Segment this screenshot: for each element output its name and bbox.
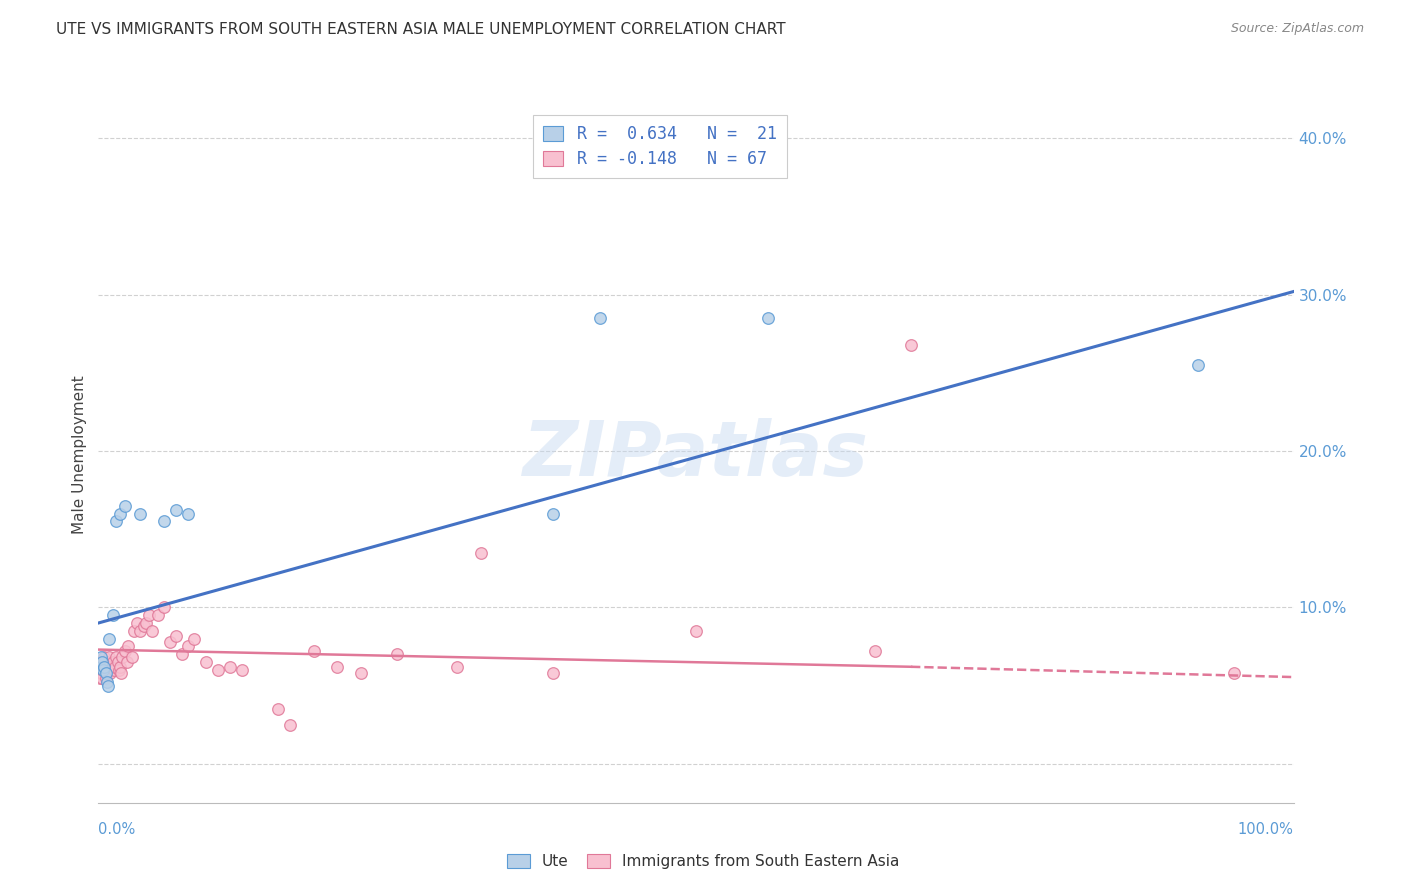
Point: [107, 655, 129, 669]
Point: [96, 660, 118, 674]
Point: [900, 337, 922, 351]
Point: [172, 647, 194, 661]
Point: [863, 644, 886, 658]
Point: [125, 615, 148, 630]
Point: [94, 666, 117, 681]
Point: [159, 634, 181, 648]
Point: [89, 660, 111, 674]
Point: [326, 660, 349, 674]
Point: [541, 666, 564, 681]
Point: [138, 608, 160, 623]
Legend: R =  0.634   N =  21, R = -0.148   N = 67: R = 0.634 N = 21, R = -0.148 N = 67: [533, 115, 787, 178]
Point: [104, 660, 127, 674]
Point: [91, 663, 114, 677]
Point: [97, 679, 120, 693]
Point: [96, 666, 118, 681]
Point: [385, 647, 409, 661]
Point: [177, 507, 200, 521]
Point: [90, 666, 112, 681]
Point: [97, 655, 120, 669]
Point: [98, 666, 122, 681]
Point: [91, 655, 114, 669]
Point: [446, 660, 468, 674]
Point: [90, 650, 112, 665]
Point: [90, 663, 112, 677]
Point: [108, 507, 131, 521]
Point: [219, 660, 242, 674]
Point: [302, 644, 325, 658]
Point: [124, 624, 146, 638]
Point: [278, 717, 301, 731]
Point: [101, 608, 124, 623]
Point: [541, 507, 564, 521]
Point: [114, 644, 136, 658]
Point: [129, 624, 152, 638]
Point: [93, 660, 115, 674]
Point: [108, 660, 131, 674]
Text: 100.0%: 100.0%: [1237, 822, 1294, 837]
Point: [267, 702, 290, 716]
Point: [103, 663, 125, 677]
Text: UTE VS IMMIGRANTS FROM SOUTH EASTERN ASIA MALE UNEMPLOYMENT CORRELATION CHART: UTE VS IMMIGRANTS FROM SOUTH EASTERN ASI…: [56, 22, 786, 37]
Point: [98, 663, 122, 677]
Point: [117, 640, 139, 654]
Point: [165, 628, 187, 642]
Point: [153, 514, 176, 528]
Point: [148, 608, 170, 623]
Point: [207, 663, 229, 677]
Point: [685, 624, 707, 638]
Point: [153, 600, 176, 615]
Point: [141, 624, 163, 638]
Point: [1222, 666, 1246, 681]
Point: [135, 615, 157, 630]
Point: [470, 546, 492, 560]
Point: [105, 650, 128, 665]
Point: [91, 666, 114, 681]
Point: [97, 663, 120, 677]
Point: [121, 650, 143, 665]
Legend: Ute, Immigrants from South Eastern Asia: Ute, Immigrants from South Eastern Asia: [501, 847, 905, 875]
Point: [105, 514, 128, 528]
Point: [132, 619, 155, 633]
Point: [177, 640, 200, 654]
Point: [111, 650, 134, 665]
Point: [93, 650, 115, 665]
Point: [98, 660, 121, 674]
Point: [231, 663, 253, 677]
Point: [114, 499, 136, 513]
Point: [89, 663, 111, 677]
Point: [101, 655, 124, 669]
Point: [91, 663, 114, 677]
Text: ZIPatlas: ZIPatlas: [523, 418, 869, 491]
Point: [96, 675, 118, 690]
Point: [91, 660, 114, 674]
Point: [94, 666, 117, 681]
Point: [350, 666, 373, 681]
Point: [91, 671, 114, 685]
Point: [165, 503, 187, 517]
Point: [110, 666, 132, 681]
Point: [91, 655, 114, 669]
Point: [93, 660, 115, 674]
Point: [94, 671, 117, 685]
Point: [98, 650, 121, 665]
Point: [589, 311, 612, 326]
Point: [100, 660, 122, 674]
Point: [194, 655, 217, 669]
Point: [129, 507, 152, 521]
Point: [115, 655, 138, 669]
Point: [90, 655, 112, 669]
Text: Source: ZipAtlas.com: Source: ZipAtlas.com: [1230, 22, 1364, 36]
Point: [756, 311, 779, 326]
Point: [98, 632, 121, 646]
Point: [1187, 358, 1209, 372]
Point: [183, 632, 205, 646]
Point: [107, 663, 129, 677]
Y-axis label: Male Unemployment: Male Unemployment: [72, 376, 87, 534]
Point: [89, 671, 111, 685]
Text: 0.0%: 0.0%: [98, 822, 135, 837]
